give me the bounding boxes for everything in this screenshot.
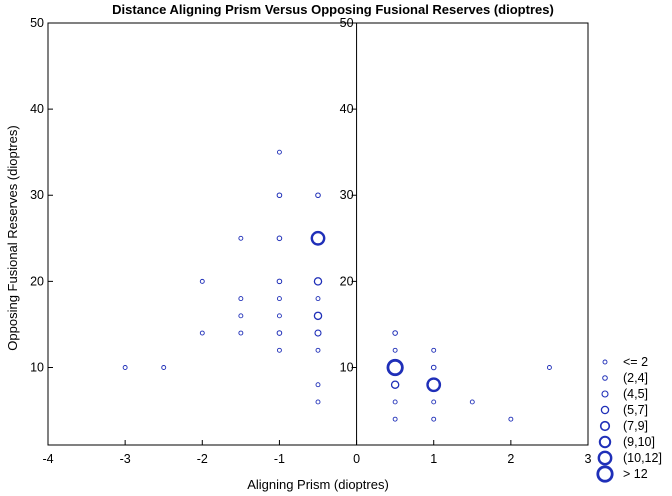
y-tick-label: 30	[30, 188, 44, 202]
data-point	[392, 330, 398, 336]
data-point	[238, 330, 244, 336]
data-point	[314, 329, 322, 337]
data-point	[392, 399, 398, 405]
data-point	[431, 399, 437, 405]
data-point	[392, 416, 398, 422]
data-points	[122, 149, 552, 422]
data-point	[386, 358, 404, 377]
data-point	[431, 347, 437, 353]
legend-label: (2,4]	[623, 371, 648, 385]
legend-label: (4,5]	[623, 387, 648, 401]
data-point	[238, 296, 244, 302]
legend-marker	[596, 465, 614, 483]
y-tick-label: 20	[30, 274, 44, 288]
data-point	[431, 416, 437, 422]
data-point	[276, 347, 282, 353]
data-point	[546, 365, 552, 370]
data-point	[315, 192, 321, 199]
x-tick-label: -1	[274, 452, 285, 466]
x-tick-label: 1	[430, 452, 437, 466]
plot-frame	[47, 22, 589, 446]
data-point	[315, 399, 321, 405]
data-point	[315, 296, 321, 302]
data-point	[310, 230, 326, 246]
data-point	[199, 330, 205, 336]
legend-label: (10,12]	[623, 451, 662, 465]
legend-marker	[599, 420, 611, 432]
y-tick-label-right: 30	[340, 188, 354, 202]
data-point	[392, 347, 398, 353]
data-point	[315, 382, 321, 388]
x-tick-label: 2	[507, 452, 514, 466]
x-tick-label: -2	[197, 452, 208, 466]
legend-marker	[601, 390, 609, 398]
x-tick-label: -4	[42, 452, 53, 466]
data-point	[276, 278, 283, 285]
data-point	[469, 399, 475, 405]
x-tick-label: 3	[585, 452, 592, 466]
data-point	[276, 330, 283, 336]
data-point	[390, 380, 400, 389]
legend-label: <= 2	[623, 355, 648, 369]
legend-label: > 12	[623, 467, 648, 481]
data-point	[313, 277, 323, 286]
y-tick-label-right: 20	[340, 274, 354, 288]
data-point	[122, 365, 128, 370]
legend-marker	[602, 375, 608, 381]
data-point	[315, 347, 321, 353]
y-axis-right-panel: 10 20 30 40 50	[340, 16, 357, 374]
y-axis-label: Opposing Fusional Reserves (dioptres)	[5, 125, 20, 350]
x-axis: -4 -3 -2 -1 0 1 2 3	[42, 440, 592, 466]
legend-label: (5,7]	[623, 403, 648, 417]
y-axis-left: 10 20 30 40 50	[30, 16, 53, 374]
data-point	[161, 365, 167, 370]
y-tick-label: 10	[30, 360, 44, 374]
data-point	[430, 364, 437, 371]
legend-label: (7,9]	[623, 419, 648, 433]
data-point	[276, 296, 282, 302]
x-tick-label: 0	[353, 452, 360, 466]
data-point	[276, 149, 282, 155]
data-point	[199, 278, 205, 284]
y-tick-label: 50	[30, 16, 44, 30]
data-point	[426, 377, 442, 393]
y-tick-label-right: 10	[340, 360, 354, 374]
chart-title: Distance Aligning Prism Versus Opposing …	[112, 2, 554, 17]
data-point	[276, 313, 282, 319]
legend-marker	[602, 359, 608, 365]
x-axis-label: Aligning Prism (dioptres)	[247, 477, 389, 492]
legend: <= 2 (2,4] (4,5] (5,7] (7,9] (9,10] (10,12] > 1…	[596, 355, 662, 483]
legend-label: (9,10]	[623, 435, 655, 449]
data-point	[508, 416, 514, 422]
data-point	[238, 235, 244, 241]
data-point	[276, 192, 283, 199]
x-tick-label: -3	[120, 452, 131, 466]
legend-marker	[597, 450, 613, 466]
y-tick-label-right: 40	[340, 102, 354, 116]
data-point	[238, 313, 244, 319]
data-point	[313, 311, 323, 321]
y-tick-label: 40	[30, 102, 44, 116]
legend-marker	[598, 435, 612, 449]
legend-marker	[600, 405, 610, 415]
data-point	[276, 235, 283, 242]
y-tick-label-right: 50	[340, 16, 354, 30]
